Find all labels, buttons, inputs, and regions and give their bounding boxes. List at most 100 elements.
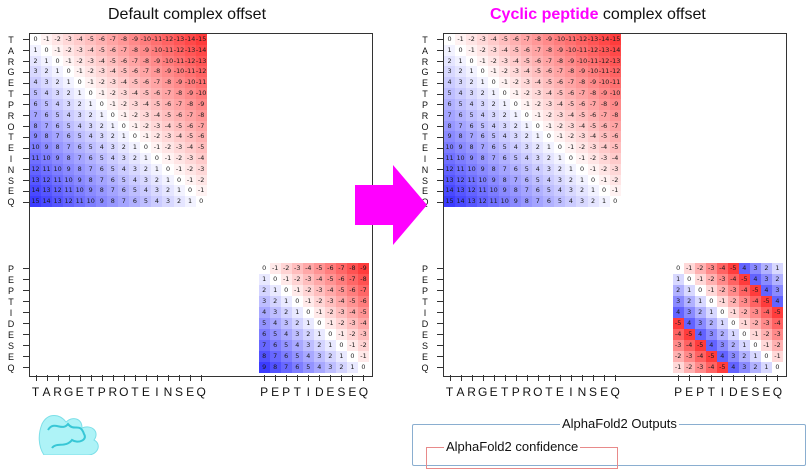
target-offset-cell: 0	[85, 88, 97, 99]
peptide-offset-cell: -6	[357, 295, 369, 307]
target-offset-cell: -3	[107, 77, 119, 89]
target-offset-cell: -8	[609, 109, 621, 121]
peptide-offset-cell: 2	[738, 350, 750, 362]
target-offset-cell: 2	[521, 131, 533, 143]
axis-tick	[23, 61, 29, 63]
target-offset-cell: -3	[598, 153, 610, 164]
target-offset-cell: -4	[488, 34, 500, 45]
target-offset-cell: -1	[521, 98, 533, 110]
axis-tick	[437, 125, 443, 127]
col-label-target: R	[467, 385, 476, 399]
peptide-offset-cell: -2	[760, 328, 772, 340]
row-label-peptide: P	[421, 263, 428, 274]
axis-tick	[437, 190, 443, 192]
target-offset-cell: 1	[510, 109, 522, 121]
target-offset-cell: -14	[195, 44, 207, 56]
target-offset-cell: 10	[488, 185, 500, 197]
axis-tick	[437, 323, 443, 325]
target-offset-cell: -12	[195, 66, 207, 78]
col-label-target: S	[589, 385, 598, 399]
target-offset-cell: -4	[499, 44, 511, 56]
target-offset-cell: 0	[477, 66, 489, 78]
target-offset-cell: -2	[510, 77, 522, 89]
axis-tick	[23, 115, 29, 117]
row-label-peptide: E	[7, 351, 14, 362]
peptide-offset-cell: -1	[694, 273, 706, 285]
target-offset-cell: -3	[140, 109, 152, 121]
target-offset-cell: -8	[576, 77, 588, 89]
target-offset-cell: -6	[140, 77, 152, 89]
row-label-peptide: D	[421, 318, 429, 329]
target-offset-cell: -7	[107, 34, 119, 45]
axis-tick	[437, 39, 443, 41]
col-label-target: G	[63, 385, 74, 399]
peptide-offset-cell: 1	[335, 350, 347, 362]
axis-tick	[341, 375, 343, 381]
row-label-target: S	[7, 175, 14, 186]
col-label-target: A	[456, 385, 465, 399]
target-offset-cell: 11	[74, 196, 86, 208]
target-offset-cell: -2	[598, 163, 610, 175]
col-label-target: R	[108, 385, 118, 399]
col-label-target: A	[42, 385, 51, 399]
target-offset-cell: -1	[140, 131, 152, 143]
target-offset-cell: -3	[151, 120, 163, 132]
target-offset-cell: -3	[488, 44, 500, 56]
peptide-offset-cell: -2	[694, 262, 706, 274]
peptide-offset-cell: 3	[302, 339, 314, 351]
target-offset-cell: -1	[52, 44, 64, 56]
target-offset-cell: -9	[129, 34, 141, 45]
target-offset-cell: 11	[63, 185, 75, 197]
target-offset-cell: -4	[96, 55, 108, 67]
peptide-offset-cell: -5	[749, 284, 761, 296]
target-offset-cell: -5	[195, 142, 207, 153]
peptide-offset-cell: -1	[749, 328, 761, 340]
target-offset-cell: 0	[488, 77, 500, 89]
col-label-peptide: D	[728, 385, 738, 399]
axis-tick	[689, 375, 691, 381]
target-offset-cell: -7	[598, 109, 610, 121]
target-offset-cell: 6	[444, 98, 456, 110]
peptide-offset-cell: -1	[357, 350, 369, 362]
axis-tick	[548, 375, 550, 381]
target-offset-cell: -12	[576, 34, 588, 45]
target-offset-cell: -2	[85, 66, 97, 78]
peptide-offset-cell: -5	[738, 273, 750, 285]
col-label-target: E	[600, 385, 609, 399]
peptide-offset-cell: 5	[302, 361, 314, 373]
target-offset-cell: 7	[444, 109, 456, 121]
target-offset-cell: 3	[543, 163, 555, 175]
target-offset-cell: -9	[140, 44, 152, 56]
target-offset-cell: -7	[118, 44, 130, 56]
target-offset-cell: 3	[74, 109, 86, 121]
col-label-target: E	[186, 385, 195, 399]
peptide-offset-cell: -3	[302, 273, 314, 285]
peptide-offset-cell: 2	[705, 317, 717, 329]
target-offset-cell: 11	[444, 153, 456, 164]
axis-tick	[437, 367, 443, 369]
target-offset-cell: 7	[52, 131, 64, 143]
row-label-peptide: S	[7, 340, 14, 351]
axis-tick	[766, 375, 768, 381]
peptide-offset-cell: -3	[738, 295, 750, 307]
target-offset-cell: -2	[107, 88, 119, 99]
target-offset-cell: 0	[499, 88, 511, 99]
peptide-offset-cell: -3	[324, 295, 336, 307]
col-label-target: S	[175, 385, 184, 399]
target-offset-cell: -5	[543, 77, 555, 89]
peptide-offset-cell: -5	[357, 306, 369, 318]
target-offset-cell: 5	[499, 142, 511, 153]
target-offset-cell: 1	[162, 174, 174, 186]
target-offset-cell: -3	[85, 55, 97, 67]
peptide-offset-cell: -2	[346, 328, 358, 340]
peptide-offset-cell: 3	[705, 328, 717, 340]
target-offset-cell: 1	[41, 55, 53, 67]
peptide-offset-cell: 4	[694, 328, 706, 340]
target-offset-cell: 4	[477, 109, 489, 121]
peptide-offset-cell: -5	[760, 295, 772, 307]
axis-tick	[437, 180, 443, 182]
target-offset-cell: -6	[184, 120, 196, 132]
target-offset-cell: 3	[576, 196, 588, 208]
axis-tick	[297, 375, 299, 381]
target-offset-cell: 0	[107, 109, 119, 121]
